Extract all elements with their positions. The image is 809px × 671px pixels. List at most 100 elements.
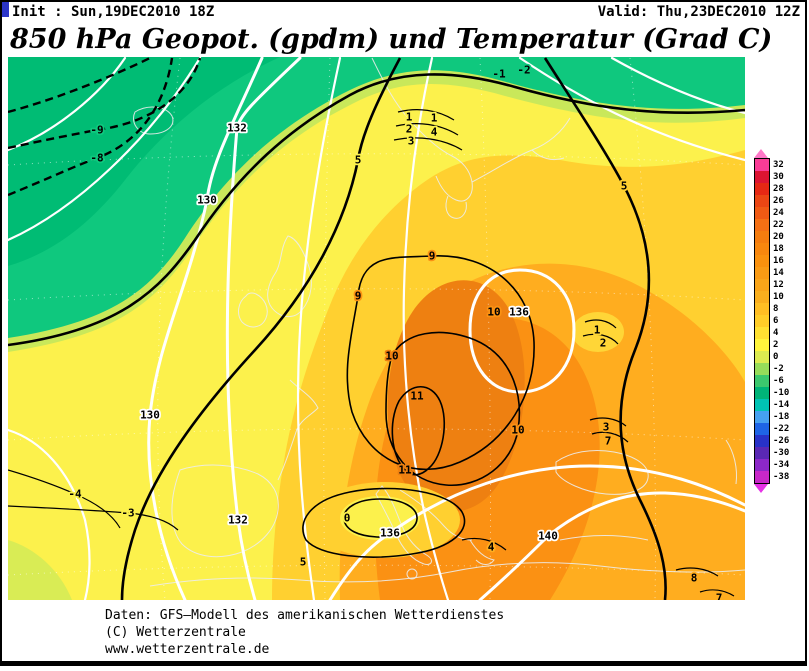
temperature-label: 1 <box>431 112 438 125</box>
temperature-label: 7 <box>605 435 612 448</box>
temperature-contour-0-alps <box>343 498 418 538</box>
colorbar-label: 0 <box>773 352 779 362</box>
colorbar-label: 10 <box>773 292 784 302</box>
temperature-label: 2 <box>406 123 413 136</box>
coastlines-group <box>133 57 745 587</box>
colorbar-cell <box>755 447 769 459</box>
colorbar-label: 6 <box>773 316 779 326</box>
temperature-label: -3 <box>121 507 134 520</box>
temperature-label: 11 <box>398 464 412 477</box>
colorbar-cell <box>755 303 769 315</box>
colorbar-label: 26 <box>773 196 784 206</box>
temperature-contour-5-east <box>543 57 667 600</box>
colorbar-label: 18 <box>773 244 784 254</box>
temperature-label: 10 <box>385 350 398 363</box>
colorbar-cell <box>755 291 769 303</box>
temperature-contours-group <box>8 57 745 600</box>
temperature-contour-small <box>395 123 459 136</box>
colorbar-cell <box>755 243 769 255</box>
colorbar-label: -26 <box>773 436 790 446</box>
colorbar-cell <box>755 267 769 279</box>
colorbar-cell <box>755 363 769 375</box>
temperature-contour-small <box>699 589 735 597</box>
temperature-contour--3 <box>8 505 179 531</box>
coastline-iberia <box>171 464 279 558</box>
fill-green <box>8 57 745 338</box>
colorbar-cell <box>755 471 769 483</box>
colorbar-cell <box>755 351 769 363</box>
valid-timestamp: Valid: Thu,23DEC2010 12Z <box>597 4 800 20</box>
temperature-contour-small <box>675 567 719 577</box>
colorbar-bottom-arrow <box>754 484 768 493</box>
temperature-label: 10 <box>487 306 500 319</box>
temperature-contour--4 <box>8 469 121 529</box>
coastline-greece <box>469 539 495 565</box>
geopotential-label: 130 <box>140 409 160 422</box>
colorbar-label: 30 <box>773 172 784 182</box>
colorbar-cell <box>755 423 769 435</box>
colorbar-cell <box>755 183 769 195</box>
colorbar-cell <box>755 327 769 339</box>
geopotential-label: 140 <box>538 530 558 543</box>
temperature-label: 3 <box>408 135 415 148</box>
geopotential-label: 136 <box>509 306 529 319</box>
colorbar-label: -34 <box>773 460 790 470</box>
geopotential-contour <box>610 57 745 115</box>
coastline-ireland <box>238 292 268 328</box>
coastline-caspian <box>725 439 737 485</box>
footer-copyright: (C) Wetterzentrale <box>105 625 246 640</box>
coastline-adriatic <box>399 489 473 541</box>
colorbar-label: 8 <box>773 304 779 314</box>
temperature-label: -9 <box>90 124 103 137</box>
geopotential-label: 136 <box>380 527 400 540</box>
colorbar-cell <box>755 459 769 471</box>
colorbar-cell <box>755 255 769 267</box>
colorbar-cell <box>755 219 769 231</box>
temperature-label: 9 <box>355 290 362 303</box>
footer-data-source: Daten: GFS—Modell des amerikanischen Wet… <box>105 608 505 623</box>
colorbar-cell <box>755 231 769 243</box>
page-title: 850 hPa Geopot. (gpdm) und Temperatur (G… <box>10 24 773 55</box>
fill-yellowgreen-sw <box>8 540 72 600</box>
temperature-label: -2 <box>517 64 530 77</box>
geopotential-contour <box>8 57 127 152</box>
colorbar-cell <box>755 171 769 183</box>
temperature-label: 2 <box>600 337 607 350</box>
colorbar-label: -2 <box>773 364 784 374</box>
coastline-italy <box>375 485 432 565</box>
footer-website: www.wetterzentrale.de <box>105 642 270 657</box>
colorbar-label: 20 <box>773 232 784 242</box>
temperature-label: -8 <box>90 152 103 165</box>
colorbar-label: 28 <box>773 184 784 194</box>
geopotential-contours-group <box>8 57 745 600</box>
temperature-contour-small <box>393 137 463 151</box>
colorbar-cell <box>755 387 769 399</box>
colorbar-label: -18 <box>773 412 790 422</box>
colorbar-label: 22 <box>773 220 784 230</box>
graticule-group <box>8 57 745 600</box>
colorbar-label: -38 <box>773 472 790 482</box>
coastline-denmark <box>445 195 467 219</box>
colorbar-label: -22 <box>773 424 790 434</box>
coastline-gulf <box>531 149 565 161</box>
temperature-label: 4 <box>488 541 495 554</box>
graticule-line <box>479 57 492 600</box>
colorbar-label: -14 <box>773 400 790 410</box>
colorbar-label: 12 <box>773 280 784 290</box>
coastline-baltic <box>471 117 571 183</box>
colorbar-cell <box>755 279 769 291</box>
colorbar-cell <box>755 195 769 207</box>
temperature-fill-group <box>8 57 745 600</box>
temperature-contour--8 <box>8 57 174 197</box>
colorbar-label: 4 <box>773 328 779 338</box>
temperature-label: 3 <box>603 421 610 434</box>
temperature-label: 8 <box>691 572 698 585</box>
geopotential-contour-140 <box>478 491 745 600</box>
temperature-contour-dashed <box>8 57 151 114</box>
temperature-label: 5 <box>355 154 362 167</box>
fill-alps-yellow-pocket <box>340 496 420 540</box>
temperature-label: 1 <box>594 324 601 337</box>
